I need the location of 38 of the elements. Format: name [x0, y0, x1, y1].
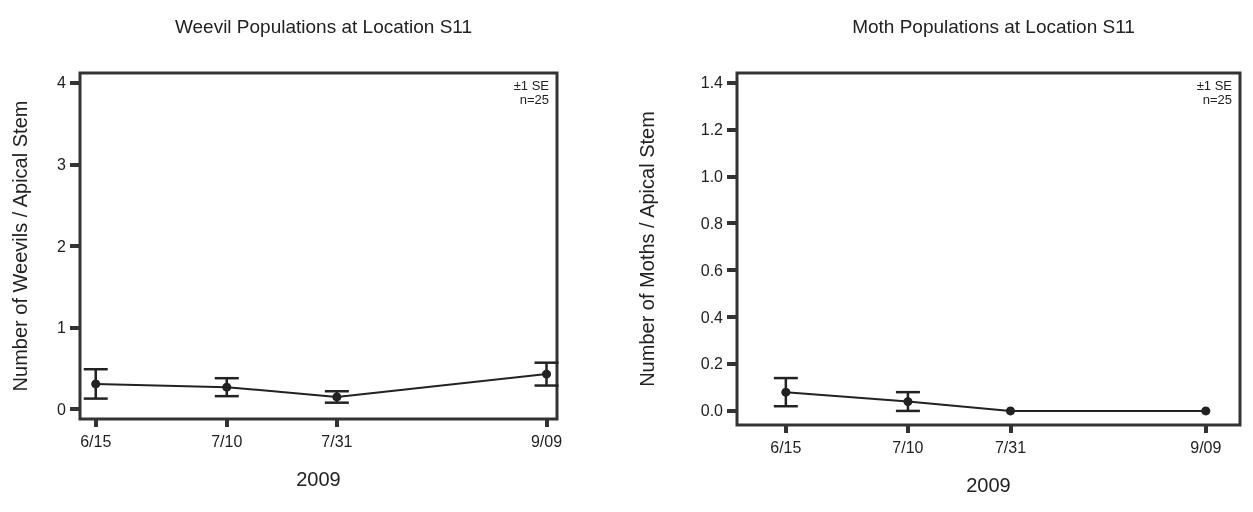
y-tick-label: 0.2: [700, 355, 724, 373]
y-tick-label: 2: [57, 237, 67, 255]
y-tick-label: 0: [57, 400, 67, 418]
annotation: ±1 SE: [1196, 78, 1233, 93]
chart-title: Moth Populations at Location S11: [852, 16, 1135, 37]
point: [1005, 406, 1015, 416]
y-axis-title: Number of Moths / Apical Stem: [636, 111, 658, 387]
x-tick-label: 7/31: [321, 432, 353, 450]
x-tick-label: 6/15: [80, 432, 112, 450]
x-tick-label: 7/10: [892, 438, 924, 456]
y-tick-label: 1.2: [700, 120, 724, 138]
y-tick-label: 0.6: [700, 261, 724, 279]
y-tick-label: 0.0: [700, 402, 724, 420]
y-tick-label: 4: [57, 74, 67, 92]
x-tick-label: 7/31: [994, 438, 1027, 456]
x-axis-title: 2009: [296, 468, 341, 490]
y-axis-title: Number of Weevils / Apical Stem: [9, 100, 31, 392]
y-tick-label: 1: [57, 319, 67, 337]
x-tick-label: 6/15: [770, 438, 802, 456]
annotation: ±1 SE: [513, 78, 550, 93]
point: [222, 382, 232, 392]
x-tick-label: 9/09: [530, 432, 563, 450]
point: [91, 379, 101, 389]
annotation: n=25: [1202, 92, 1232, 107]
y-tick-label: 1.4: [700, 73, 724, 91]
y-tick-label: 1.0: [700, 167, 724, 185]
point: [542, 369, 552, 379]
point: [1201, 406, 1211, 416]
annotation: n=25: [519, 92, 549, 107]
y-tick-label: 0.4: [700, 308, 724, 326]
point: [903, 397, 913, 407]
x-tick-label: 9/09: [1190, 438, 1222, 456]
x-tick-label: 7/10: [211, 432, 243, 450]
x-axis-title: 2009: [966, 474, 1011, 496]
point: [781, 387, 791, 397]
y-tick-label: 3: [57, 155, 67, 173]
chart-title: Weevil Populations at Location S11: [174, 16, 473, 37]
y-tick-label: 0.8: [700, 214, 724, 232]
